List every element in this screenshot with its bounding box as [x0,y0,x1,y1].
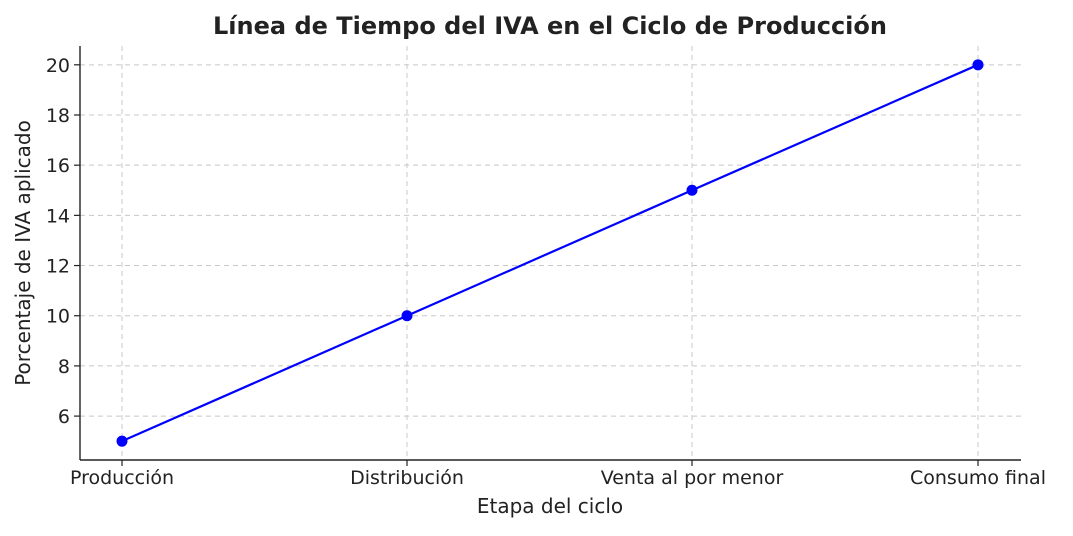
x-axis-label: Etapa del ciclo [477,494,623,518]
x-ticks: Producción Distribución Venta al por menor… [70,460,1046,489]
data-point [686,184,698,196]
y-tick-label: 16 [46,155,70,177]
y-tick-label: 18 [46,105,70,127]
data-point [116,435,128,447]
x-tick-label: Distribución [350,467,464,489]
y-tick-label: 6 [58,406,70,428]
x-tick-label: Consumo final [910,467,1046,489]
series-line [121,63,979,443]
y-tick-label: 20 [46,55,70,77]
y-tick-label: 10 [46,306,70,328]
series [116,59,984,447]
data-point [972,59,984,71]
y-tick-label: 12 [46,256,70,278]
chart-title: Línea de Tiempo del IVA en el Ciclo de P… [213,12,887,40]
grid [80,46,1021,460]
y-tick-label: 8 [58,356,70,378]
data-point [401,310,413,322]
y-axis-label: Porcentaje de IVA aplicado [11,120,35,386]
y-ticks: 6 8 10 12 14 16 18 20 [46,55,80,428]
x-tick-label: Producción [70,467,174,489]
y-tick-label: 14 [46,205,70,227]
x-tick-label: Venta al por menor [601,467,784,489]
